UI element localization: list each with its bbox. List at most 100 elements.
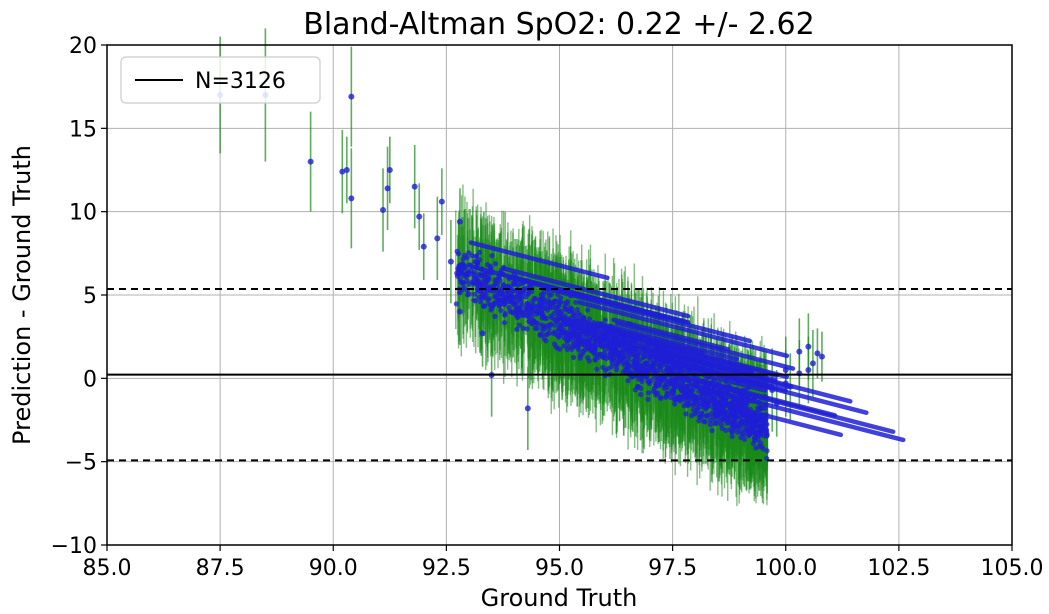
y-tick-label: −10 bbox=[51, 534, 97, 559]
x-tick-label: 87.5 bbox=[196, 556, 245, 581]
data-point bbox=[624, 360, 630, 366]
data-point bbox=[565, 298, 571, 305]
data-point bbox=[307, 158, 314, 165]
data-point bbox=[603, 367, 609, 373]
data-point bbox=[592, 339, 598, 345]
data-point bbox=[539, 332, 546, 338]
diagonal-streak bbox=[712, 400, 844, 438]
data-point bbox=[650, 366, 657, 372]
x-tick-label: 90.0 bbox=[309, 556, 358, 581]
data-point bbox=[731, 415, 738, 421]
diagonal-streak bbox=[652, 359, 768, 393]
data-point bbox=[704, 413, 710, 419]
data-point bbox=[546, 292, 553, 299]
data-point bbox=[594, 366, 600, 372]
data-point bbox=[473, 259, 479, 265]
data-point bbox=[447, 258, 454, 265]
data-point bbox=[472, 298, 479, 304]
data-point bbox=[538, 322, 544, 328]
data-point bbox=[551, 341, 558, 347]
data-point bbox=[557, 295, 564, 301]
data-point bbox=[537, 310, 544, 316]
data-point bbox=[538, 292, 544, 298]
data-point bbox=[501, 320, 508, 326]
data-point bbox=[501, 282, 507, 289]
data-point bbox=[570, 313, 576, 319]
data-point bbox=[499, 297, 505, 303]
data-point bbox=[814, 350, 821, 357]
diagonal-streak bbox=[703, 381, 896, 434]
data-point bbox=[537, 299, 543, 305]
data-point bbox=[489, 253, 495, 259]
data-point bbox=[539, 315, 545, 321]
data-point bbox=[764, 433, 770, 439]
data-point bbox=[492, 277, 498, 283]
data-point bbox=[484, 262, 490, 268]
data-point bbox=[613, 347, 619, 353]
data-point bbox=[543, 338, 549, 344]
data-point bbox=[530, 308, 536, 314]
data-point bbox=[598, 351, 604, 357]
data-point bbox=[750, 441, 756, 447]
x-tick-label: 95.0 bbox=[535, 556, 584, 581]
data-point bbox=[618, 349, 624, 355]
data-points bbox=[217, 92, 906, 462]
data-point bbox=[348, 93, 355, 100]
data-point bbox=[608, 346, 615, 352]
data-point bbox=[477, 299, 484, 305]
data-point bbox=[560, 330, 566, 336]
data-point bbox=[509, 296, 515, 302]
data-point bbox=[759, 424, 765, 430]
x-tick-label: 97.5 bbox=[648, 556, 697, 581]
data-point bbox=[661, 385, 668, 392]
data-point bbox=[702, 419, 708, 425]
data-point bbox=[573, 299, 579, 305]
data-point bbox=[643, 360, 649, 366]
data-point bbox=[480, 303, 487, 309]
data-point bbox=[746, 432, 752, 438]
data-point bbox=[559, 322, 565, 328]
data-point bbox=[557, 299, 563, 306]
data-point bbox=[607, 350, 614, 356]
data-point bbox=[653, 381, 659, 387]
data-point bbox=[574, 307, 580, 313]
data-point bbox=[753, 445, 759, 451]
diagonal-streak bbox=[468, 240, 610, 281]
data-point bbox=[744, 427, 750, 433]
data-point bbox=[477, 249, 483, 255]
data-point bbox=[502, 312, 508, 318]
data-point bbox=[592, 357, 598, 363]
data-point bbox=[552, 329, 558, 335]
data-point bbox=[481, 279, 487, 286]
data-point bbox=[545, 322, 551, 329]
data-point bbox=[509, 309, 516, 316]
data-point bbox=[530, 304, 536, 310]
data-point bbox=[454, 270, 460, 276]
x-axis-label: Ground Truth bbox=[481, 584, 638, 612]
data-point bbox=[651, 385, 657, 391]
data-point bbox=[796, 348, 803, 355]
y-tick-label: 10 bbox=[69, 201, 97, 226]
data-point bbox=[735, 398, 742, 405]
y-tick-label: 15 bbox=[69, 117, 97, 142]
data-point bbox=[707, 422, 713, 428]
data-point bbox=[681, 389, 688, 396]
data-point bbox=[688, 413, 695, 419]
x-tick-label: 85.0 bbox=[83, 556, 132, 581]
y-axis-label: Prediction - Ground Truth bbox=[8, 145, 36, 445]
data-point bbox=[496, 303, 502, 309]
data-point bbox=[551, 322, 558, 328]
data-point bbox=[632, 361, 638, 367]
data-point bbox=[380, 207, 387, 213]
legend-box bbox=[120, 56, 321, 104]
data-point bbox=[478, 272, 484, 278]
y-axis-ticks: −10 −5 0 5 10 15 20 bbox=[51, 34, 107, 559]
data-point bbox=[732, 426, 738, 432]
data-point bbox=[456, 218, 463, 225]
data-point bbox=[586, 358, 592, 364]
data-point bbox=[386, 167, 393, 173]
data-point bbox=[339, 168, 346, 175]
data-point bbox=[562, 304, 568, 310]
data-point bbox=[759, 444, 765, 450]
diagonal-streak bbox=[568, 322, 755, 374]
